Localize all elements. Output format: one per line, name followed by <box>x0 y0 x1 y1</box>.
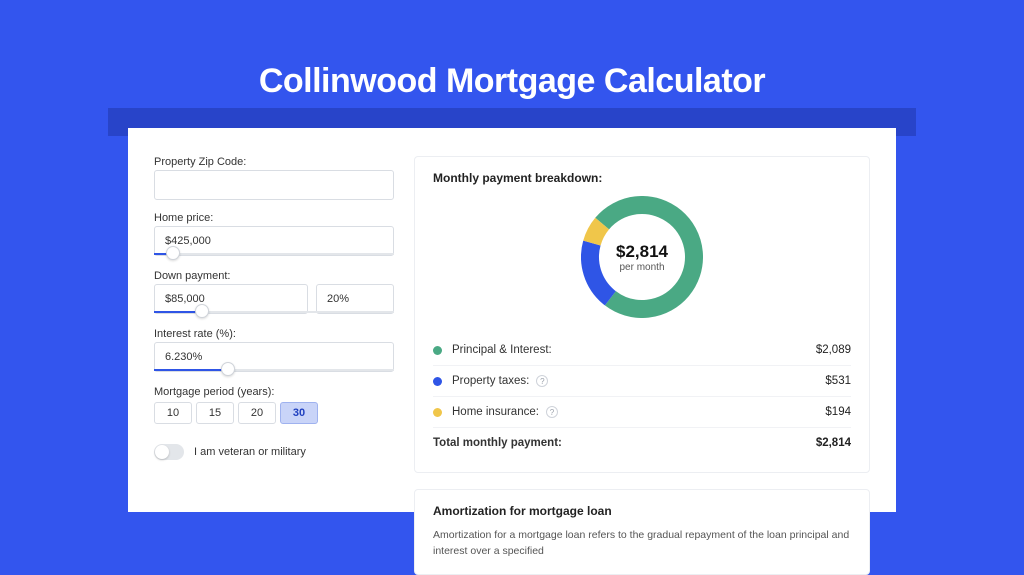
period-option[interactable]: 30 <box>280 402 318 424</box>
legend-value: $194 <box>825 406 851 418</box>
legend-row: Home insurance: ? $194 <box>433 397 851 428</box>
toggle-knob <box>155 445 169 459</box>
inputs-column: Property Zip Code: Home price: Down paym… <box>154 156 394 512</box>
interest-rate-label: Interest rate (%): <box>154 328 394 340</box>
home-price-label: Home price: <box>154 212 394 224</box>
help-icon[interactable]: ? <box>536 375 548 387</box>
veteran-label: I am veteran or military <box>194 446 306 458</box>
breakdown-card: Monthly payment breakdown: $2,814 per mo… <box>414 156 870 473</box>
legend-value: $531 <box>825 375 851 387</box>
mortgage-period-label: Mortgage period (years): <box>154 386 394 398</box>
breakdown-title: Monthly payment breakdown: <box>433 171 851 185</box>
legend-total-value: $2,814 <box>816 437 851 449</box>
amortization-text: Amortization for a mortgage loan refers … <box>433 528 851 560</box>
veteran-toggle[interactable] <box>154 444 184 460</box>
legend-dot <box>433 377 442 386</box>
legend-value: $2,089 <box>816 344 851 356</box>
breakdown-legend: Principal & Interest: $2,089 Property ta… <box>433 335 851 458</box>
legend-dot <box>433 346 442 355</box>
amortization-card: Amortization for mortgage loan Amortizat… <box>414 489 870 575</box>
field-zip: Property Zip Code: <box>154 156 394 200</box>
calculator-panel: Property Zip Code: Home price: Down paym… <box>128 128 896 512</box>
legend-label: Home insurance: <box>452 406 539 418</box>
help-icon[interactable]: ? <box>546 406 558 418</box>
field-home-price: Home price: <box>154 212 394 258</box>
donut-center: $2,814 per month <box>581 196 703 318</box>
home-price-slider[interactable] <box>154 250 394 258</box>
legend-row: Principal & Interest: $2,089 <box>433 335 851 366</box>
amortization-title: Amortization for mortgage loan <box>433 504 851 518</box>
down-payment-label: Down payment: <box>154 270 394 282</box>
field-interest-rate: Interest rate (%): <box>154 328 394 374</box>
donut-center-value: $2,814 <box>616 242 668 262</box>
period-option[interactable]: 20 <box>238 402 276 424</box>
legend-row: Property taxes: ? $531 <box>433 366 851 397</box>
period-option[interactable]: 10 <box>154 402 192 424</box>
period-option[interactable]: 15 <box>196 402 234 424</box>
donut-chart: $2,814 per month <box>433 193 851 321</box>
zip-input[interactable] <box>154 170 394 200</box>
mortgage-period-options: 10 15 20 30 <box>154 402 394 424</box>
field-down-payment: Down payment: <box>154 270 394 316</box>
interest-rate-slider[interactable] <box>154 366 394 374</box>
down-payment-slider[interactable] <box>154 308 394 316</box>
legend-label: Principal & Interest: <box>452 344 552 356</box>
field-mortgage-period: Mortgage period (years): 10 15 20 30 <box>154 386 394 424</box>
legend-row-total: Total monthly payment: $2,814 <box>433 428 851 458</box>
legend-total-label: Total monthly payment: <box>433 437 562 449</box>
veteran-row: I am veteran or military <box>154 444 394 460</box>
legend-label: Property taxes: <box>452 375 529 387</box>
legend-dot <box>433 408 442 417</box>
results-column: Monthly payment breakdown: $2,814 per mo… <box>414 156 870 512</box>
zip-label: Property Zip Code: <box>154 156 394 168</box>
page-root: Collinwood Mortgage Calculator Property … <box>0 0 1024 512</box>
page-title: Collinwood Mortgage Calculator <box>0 62 1024 101</box>
donut-center-sub: per month <box>619 262 664 273</box>
